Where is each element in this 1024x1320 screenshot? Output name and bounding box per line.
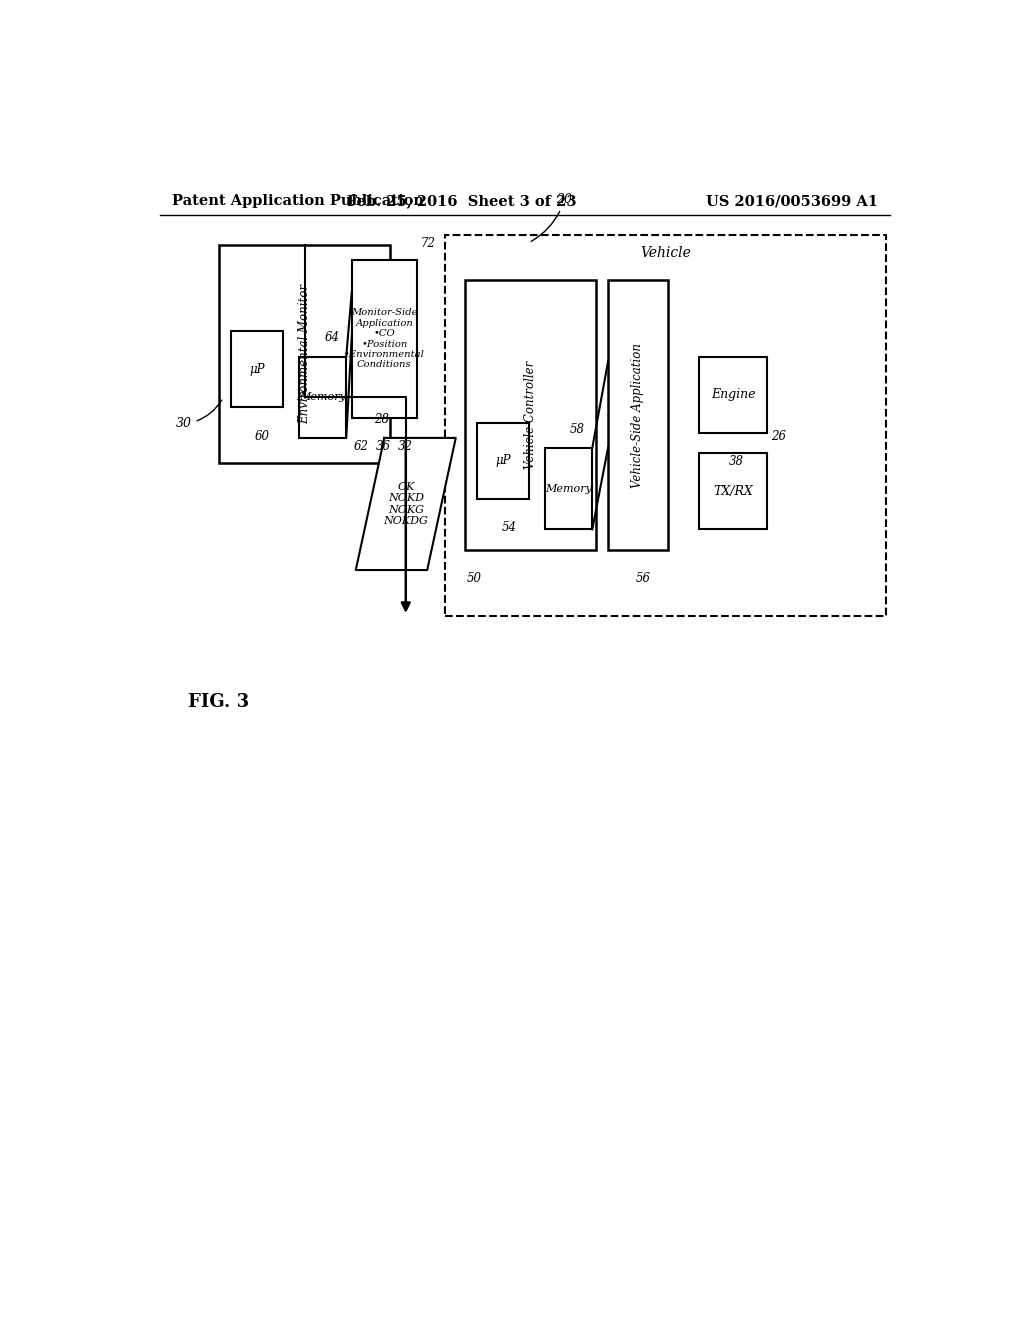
Text: 50: 50 xyxy=(467,572,482,585)
Polygon shape xyxy=(355,438,456,570)
Bar xyxy=(352,260,417,417)
Text: Memory: Memory xyxy=(545,483,592,494)
Bar xyxy=(477,422,528,499)
Bar xyxy=(699,356,767,433)
Text: 62: 62 xyxy=(353,440,369,453)
Text: Engine: Engine xyxy=(711,388,756,401)
Bar xyxy=(445,235,886,615)
Text: 28: 28 xyxy=(374,413,389,426)
Text: Vehicle-Side Application: Vehicle-Side Application xyxy=(632,343,644,487)
Text: Patent Application Publication: Patent Application Publication xyxy=(172,194,424,209)
Text: TX/RX: TX/RX xyxy=(714,484,753,498)
Text: 20: 20 xyxy=(531,193,572,242)
Bar xyxy=(219,244,390,463)
Text: 64: 64 xyxy=(325,331,340,345)
Text: Monitor-Side
Application
•CO
•Position
•Environmental
Conditions: Monitor-Side Application •CO •Position •… xyxy=(344,309,425,370)
Text: 38: 38 xyxy=(729,455,744,469)
Bar xyxy=(231,331,283,408)
Text: μP: μP xyxy=(496,454,511,467)
Text: Feb. 25, 2016  Sheet 3 of 23: Feb. 25, 2016 Sheet 3 of 23 xyxy=(346,194,577,209)
Text: 54: 54 xyxy=(502,521,516,535)
Bar xyxy=(545,447,592,529)
Text: 58: 58 xyxy=(570,422,585,436)
Bar xyxy=(465,280,596,549)
Text: 26: 26 xyxy=(771,430,785,444)
Text: Vehicle Controller: Vehicle Controller xyxy=(524,360,538,469)
Text: US 2016/0053699 A1: US 2016/0053699 A1 xyxy=(706,194,878,209)
Text: μP: μP xyxy=(249,363,265,376)
Bar xyxy=(608,280,668,549)
Text: FIG. 3: FIG. 3 xyxy=(187,693,249,711)
Text: 36: 36 xyxy=(376,440,390,453)
Text: Environmental Monitor: Environmental Monitor xyxy=(298,284,311,424)
Text: 56: 56 xyxy=(636,572,650,585)
Text: 30: 30 xyxy=(176,400,222,430)
Bar xyxy=(299,356,346,438)
Text: 72: 72 xyxy=(421,236,436,249)
Text: Vehicle: Vehicle xyxy=(640,246,691,260)
Bar xyxy=(699,453,767,529)
Text: 60: 60 xyxy=(255,430,269,442)
Text: OK
NOKD
NOKG
NOKDG: OK NOKD NOKG NOKDG xyxy=(383,482,428,527)
Text: 32: 32 xyxy=(397,440,413,453)
Text: Memory: Memory xyxy=(299,392,346,403)
